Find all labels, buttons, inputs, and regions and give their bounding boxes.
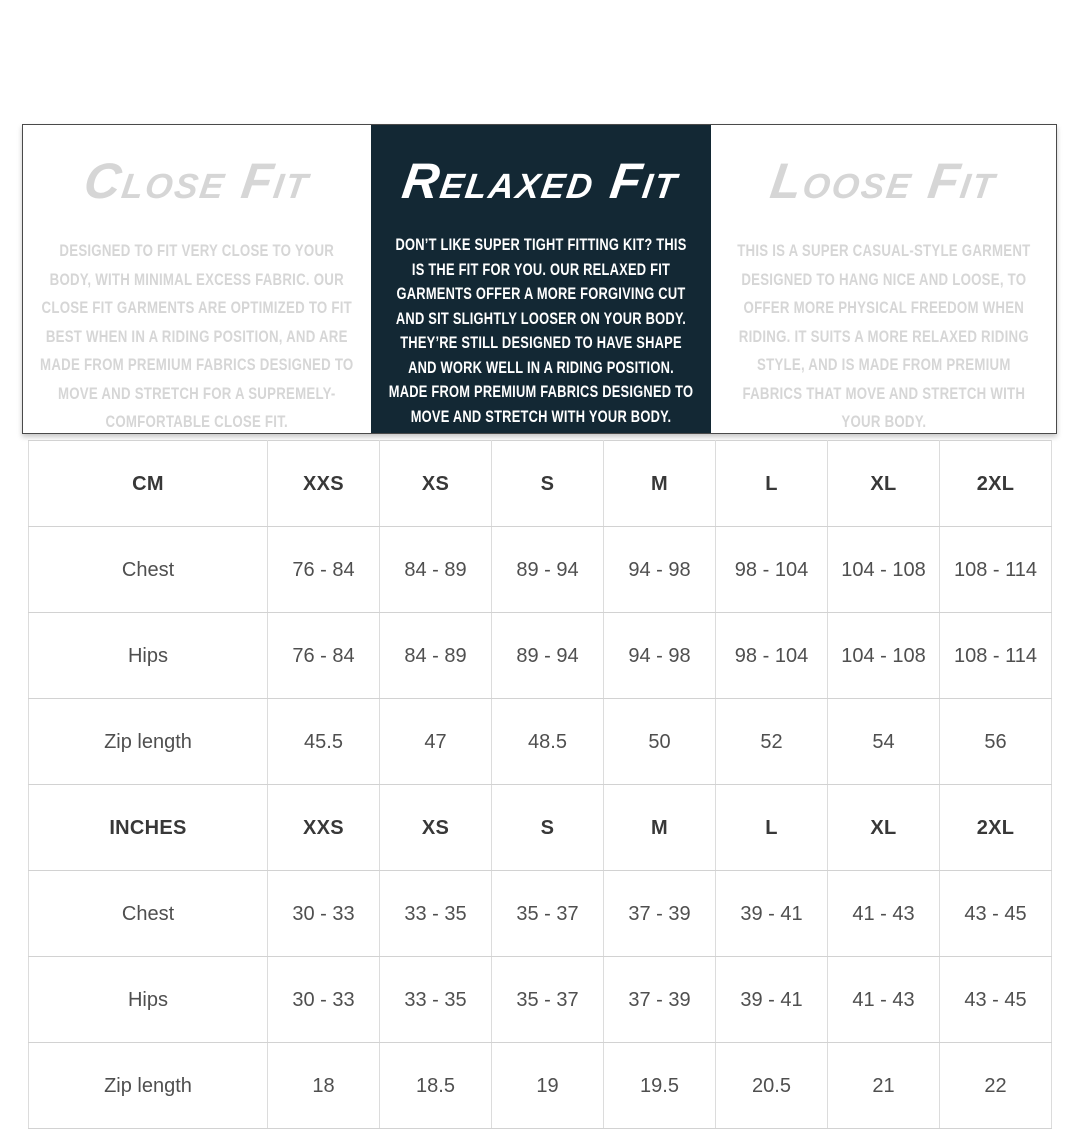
size-col-header: XL [827,440,940,527]
measurement-value: 19 [536,1074,559,1097]
size-col-header: XL [827,784,940,871]
measurement-value: 20.5 [752,1074,791,1097]
size-col-header: L [715,784,828,871]
measurement-value: 108 - 114 [953,644,1038,667]
measurement-value: 108 - 114 [953,558,1038,581]
measurement-value: 76 - 84 [292,644,355,667]
measurement-value: 41 - 43 [852,988,915,1011]
fit-description-relaxed: DON’T LIKE SUPER TIGHT FITTING KIT? THIS… [388,236,694,426]
row-label: Chest [28,526,268,613]
size-col-header: M [603,784,716,871]
measurement-value: 84 - 89 [404,644,467,667]
size-col-header: S [491,784,604,871]
measurement-value: 76 - 84 [292,558,355,581]
size-header-row-cm: CM XXS XS S M L XL 2XL [28,440,1052,527]
measurement-value: 30 - 33 [292,902,355,925]
fit-panel-relaxed-highlighted: Relaxed Fit DON’T LIKE SUPER TIGHT FITTI… [371,125,711,433]
measurement-value: 98 - 104 [734,558,809,581]
fit-description-close: DESIGNED TO FIT VERY CLOSE TO YOUR BODY,… [40,241,354,431]
fit-panels: Close Fit DESIGNED TO FIT VERY CLOSE TO … [22,124,1057,434]
measurement-value: 19.5 [640,1074,679,1097]
unit-label-cm: CM [28,440,268,527]
size-header-row-inches: INCHES XXS XS S M L XL 2XL [28,784,1052,871]
measurement-value: 94 - 98 [628,644,691,667]
measurement-value: 104 - 108 [841,644,926,667]
measurement-value: 41 - 43 [852,902,915,925]
measurement-value: 37 - 39 [628,902,691,925]
measurement-value: 48.5 [528,730,567,753]
measurement-value: 30 - 33 [292,988,355,1011]
measurement-value: 21 [872,1074,895,1097]
measurement-value: 33 - 35 [404,902,467,925]
measurement-value: 33 - 35 [404,988,467,1011]
size-col-header: L [715,440,828,527]
size-col-header: S [491,440,604,527]
table-row-cm-hips: Hips 76 - 84 84 - 89 89 - 94 94 - 98 98 … [28,612,1052,699]
size-chart-table: CM XXS XS S M L XL 2XL Chest 76 - 84 84 … [28,440,1052,1129]
measurement-value: 43 - 45 [964,988,1027,1011]
size-col-header: 2XL [939,440,1052,527]
measurement-value: 47 [424,730,447,753]
table-row-inches-chest: Chest 30 - 33 33 - 35 35 - 37 37 - 39 39… [28,870,1052,957]
measurement-value: 56 [984,730,1007,753]
measurement-value: 39 - 41 [740,988,803,1011]
fit-description-loose: THIS IS A SUPER CASUAL-STYLE GARMENT DES… [736,241,1030,431]
fit-title-loose: Loose Fit [766,153,1000,209]
size-col-header: XXS [267,440,380,527]
fit-title-close: Close Fit [80,153,314,209]
measurement-value: 43 - 45 [964,902,1027,925]
table-row-cm-chest: Chest 76 - 84 84 - 89 89 - 94 94 - 98 98… [28,526,1052,613]
measurement-value: 35 - 37 [516,988,579,1011]
row-label: Zip length [28,698,268,785]
measurement-value: 54 [872,730,895,753]
measurement-value: 50 [648,730,671,753]
row-label: Hips [28,956,268,1043]
unit-label-inches: INCHES [28,784,268,871]
size-col-header: XS [379,784,492,871]
measurement-value: 52 [760,730,783,753]
measurement-value: 45.5 [304,730,343,753]
table-row-cm-zip: Zip length 45.5 47 48.5 50 52 54 56 [28,698,1052,785]
fit-panel-close: Close Fit DESIGNED TO FIT VERY CLOSE TO … [23,125,372,433]
row-label: Zip length [28,1042,268,1129]
size-col-header: 2XL [939,784,1052,871]
fit-title-relaxed: Relaxed Fit [399,153,683,209]
table-row-inches-zip: Zip length 18 18.5 19 19.5 20.5 21 22 [28,1042,1052,1129]
measurement-value: 18 [312,1074,335,1097]
row-label: Hips [28,612,268,699]
measurement-value: 39 - 41 [740,902,803,925]
measurement-value: 84 - 89 [404,558,467,581]
measurement-value: 35 - 37 [516,902,579,925]
measurement-value: 98 - 104 [734,644,809,667]
fit-panel-loose: Loose Fit THIS IS A SUPER CASUAL-STYLE G… [710,125,1056,433]
table-row-inches-hips: Hips 30 - 33 33 - 35 35 - 37 37 - 39 39 … [28,956,1052,1043]
size-col-header: XXS [267,784,380,871]
measurement-value: 104 - 108 [841,558,926,581]
measurement-value: 89 - 94 [516,558,579,581]
row-label: Chest [28,870,268,957]
size-col-header: M [603,440,716,527]
measurement-value: 37 - 39 [628,988,691,1011]
measurement-value: 18.5 [416,1074,455,1097]
measurement-value: 94 - 98 [628,558,691,581]
size-col-header: XS [379,440,492,527]
measurement-value: 22 [984,1074,1007,1097]
measurement-value: 89 - 94 [516,644,579,667]
